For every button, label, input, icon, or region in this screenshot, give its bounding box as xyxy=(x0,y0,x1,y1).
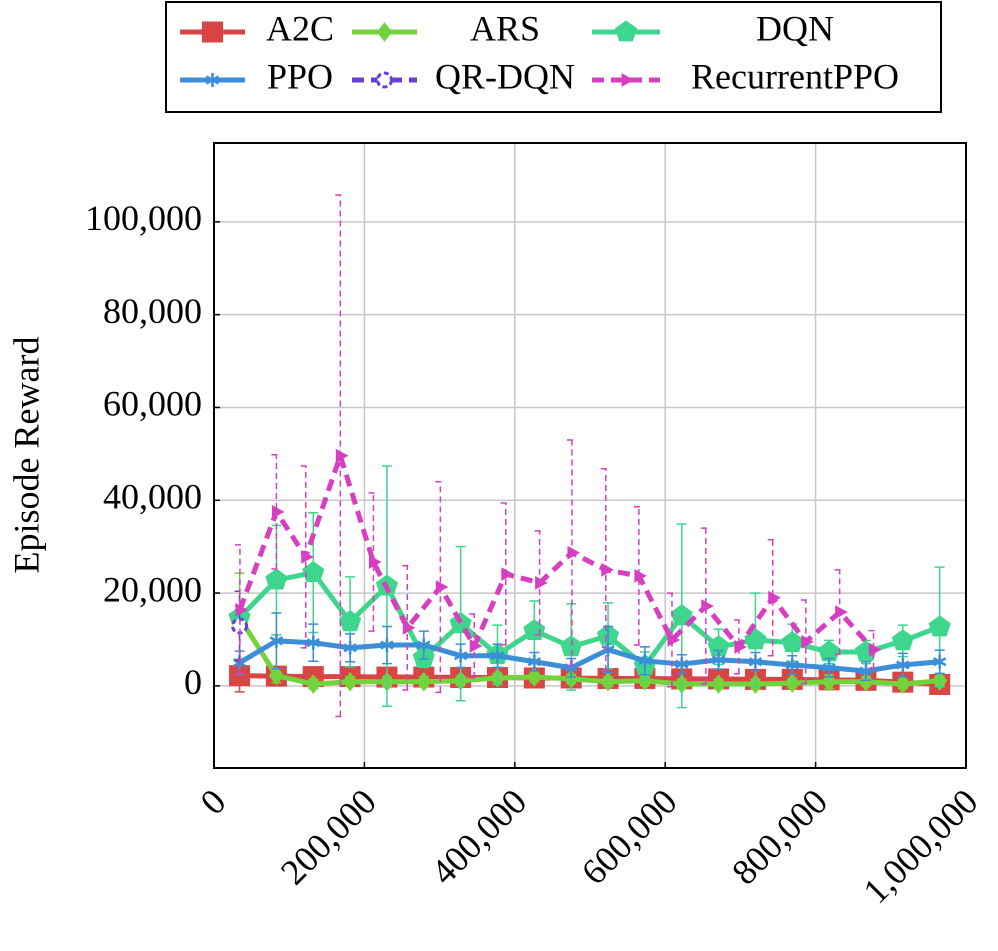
data-point xyxy=(235,602,248,617)
data-point xyxy=(896,657,910,672)
data-point xyxy=(895,674,911,694)
data-point xyxy=(302,561,325,583)
data-point xyxy=(869,642,882,657)
data-point xyxy=(269,633,284,648)
data-point xyxy=(342,671,358,692)
y-tick-label: 80,000 xyxy=(103,291,202,331)
data-point xyxy=(670,604,693,626)
data-point xyxy=(343,640,357,655)
legend-label: PPO xyxy=(267,56,333,96)
data-point xyxy=(784,673,800,693)
y-tick-label: 20,000 xyxy=(103,569,202,609)
data-point xyxy=(667,633,681,647)
plot-area xyxy=(228,194,951,718)
data-point xyxy=(858,671,874,692)
x-tick-label: 800,000 xyxy=(724,781,835,892)
series-line xyxy=(237,453,876,652)
x-tick-label: 400,000 xyxy=(423,781,534,892)
error-bar xyxy=(700,527,711,685)
data-point xyxy=(835,605,848,619)
data-point xyxy=(675,657,689,672)
x-tick-label: 1,000,000 xyxy=(855,781,985,911)
data-point xyxy=(453,648,468,663)
data-point xyxy=(928,615,951,637)
legend-marker xyxy=(621,73,635,87)
data-point xyxy=(535,576,548,590)
data-point xyxy=(932,654,947,669)
data-point xyxy=(527,654,542,669)
x-tick-label: 600,000 xyxy=(574,781,685,892)
legend-marker xyxy=(205,73,220,87)
error-bar xyxy=(767,538,778,657)
y-axis-label: Episode Reward xyxy=(6,337,46,574)
legend-box xyxy=(165,1,942,113)
data-point xyxy=(891,629,914,651)
plot-frame xyxy=(213,142,967,769)
data-point xyxy=(380,638,394,653)
data-point xyxy=(600,671,616,692)
data-point xyxy=(435,580,449,594)
data-point xyxy=(265,568,288,590)
data-point xyxy=(560,635,583,657)
data-point xyxy=(268,665,285,686)
data-point xyxy=(416,671,432,692)
data-point xyxy=(822,660,836,675)
data-point xyxy=(768,590,781,605)
data-point xyxy=(701,599,714,613)
data-point xyxy=(417,638,431,653)
data-point xyxy=(801,634,814,649)
data-point xyxy=(368,555,382,569)
data-point xyxy=(710,674,727,694)
error-bar xyxy=(868,629,879,670)
data-point xyxy=(306,635,320,650)
error-bar xyxy=(368,492,379,632)
data-point xyxy=(305,674,321,694)
data-point xyxy=(734,640,747,654)
y-tick-label: 0 xyxy=(184,662,202,702)
data-point xyxy=(748,654,763,669)
data-point xyxy=(469,639,483,653)
legend-label: ARS xyxy=(470,8,540,48)
legend-label: DQN xyxy=(756,8,834,48)
legend-marker xyxy=(376,71,393,89)
x-tick-label: 200,000 xyxy=(273,781,384,892)
error-bar xyxy=(733,619,744,675)
data-point xyxy=(501,567,514,581)
data-point xyxy=(785,657,799,672)
series-line xyxy=(238,638,940,674)
legend-label: A2C xyxy=(266,8,334,48)
data-point xyxy=(781,631,804,653)
error-bar xyxy=(633,506,644,646)
x-tick-label: 0 xyxy=(192,781,233,822)
data-point xyxy=(637,670,653,691)
data-point xyxy=(301,550,314,564)
data-point xyxy=(335,448,349,463)
data-point xyxy=(567,545,580,560)
data-point xyxy=(490,648,505,663)
y-tick-label: 40,000 xyxy=(103,477,202,517)
legend-label: QR-DQN xyxy=(435,56,575,96)
data-point xyxy=(523,619,546,641)
data-point xyxy=(271,505,285,519)
legend-marker xyxy=(376,22,393,42)
data-point xyxy=(601,563,614,577)
legend-marker xyxy=(202,21,223,43)
data-point xyxy=(339,610,362,632)
data-point xyxy=(634,569,647,583)
data-point xyxy=(601,642,615,657)
data-point xyxy=(638,653,652,668)
y-tick-label: 100,000 xyxy=(85,198,202,238)
legend-label: RecurrentPPO xyxy=(691,56,899,96)
legend-marker xyxy=(614,20,638,42)
error-bar xyxy=(271,454,282,570)
y-tick-label: 60,000 xyxy=(103,384,202,424)
error-bar xyxy=(666,592,677,688)
data-point xyxy=(402,621,416,635)
data-point xyxy=(711,652,726,667)
data-point xyxy=(526,667,542,687)
